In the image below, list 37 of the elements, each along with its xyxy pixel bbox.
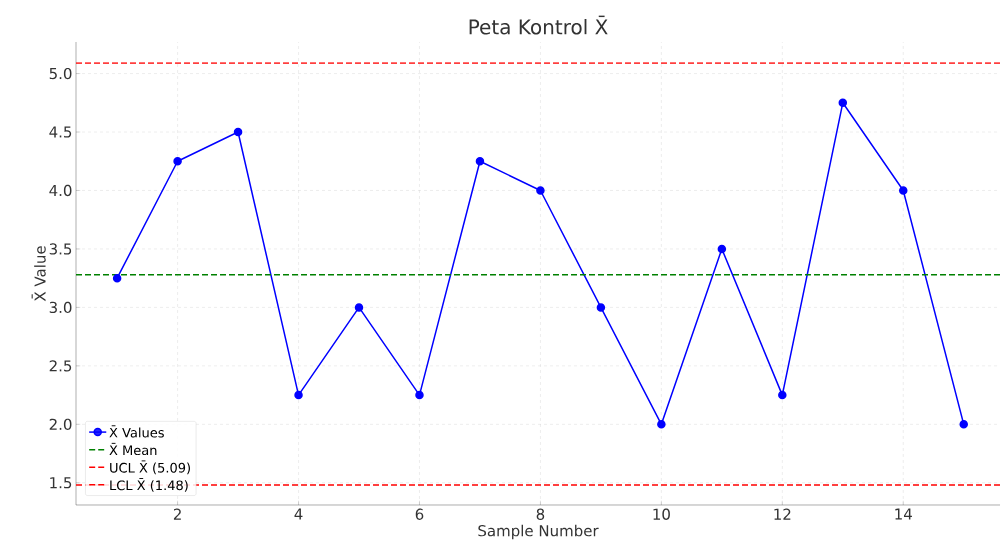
y-tick-label: 3.0 [49,301,72,314]
point [415,390,424,400]
point [717,244,727,254]
x-tick-label: 2 [173,508,181,520]
point [112,273,122,283]
point [475,157,485,166]
x-tick-label: 8 [536,508,545,520]
y-tick-label: 1.5 [50,477,72,489]
legend-label: X̄ Mean [109,442,157,456]
point [657,420,666,429]
legend-label: X̄ Values [109,425,164,438]
point [294,390,303,400]
point [778,390,787,400]
chart-title: Peta Kontrol X̄ [469,15,608,35]
y-tick-label: 4.0 [49,184,72,197]
y-tick-label: 4.5 [49,126,72,138]
point [536,186,545,195]
point [354,303,364,312]
point [899,186,908,195]
x-tick-label: 12 [774,508,791,520]
x-tick-label: 14 [895,508,912,520]
ref-line-label: LCL X̄ (1.48) [110,477,188,492]
x-axis-title: Sample Number [478,524,599,540]
point [959,420,968,429]
y-tick-label: 3.5 [49,243,72,255]
x-tick-label: 4 [294,508,303,520]
y-tick-label: 5.0 [49,67,72,80]
legend-label: UCL X̄ (5.09) [110,460,190,475]
point [838,98,848,108]
y-axis-title: X̄ Value [31,246,46,302]
x-tick-label: 10 [653,508,670,520]
point [173,157,182,166]
point [596,303,606,312]
y-tick-label: 2.0 [49,418,72,430]
y-tick-label: 2.5 [49,360,72,372]
x-tick-label: 6 [415,508,424,520]
point [233,127,243,137]
